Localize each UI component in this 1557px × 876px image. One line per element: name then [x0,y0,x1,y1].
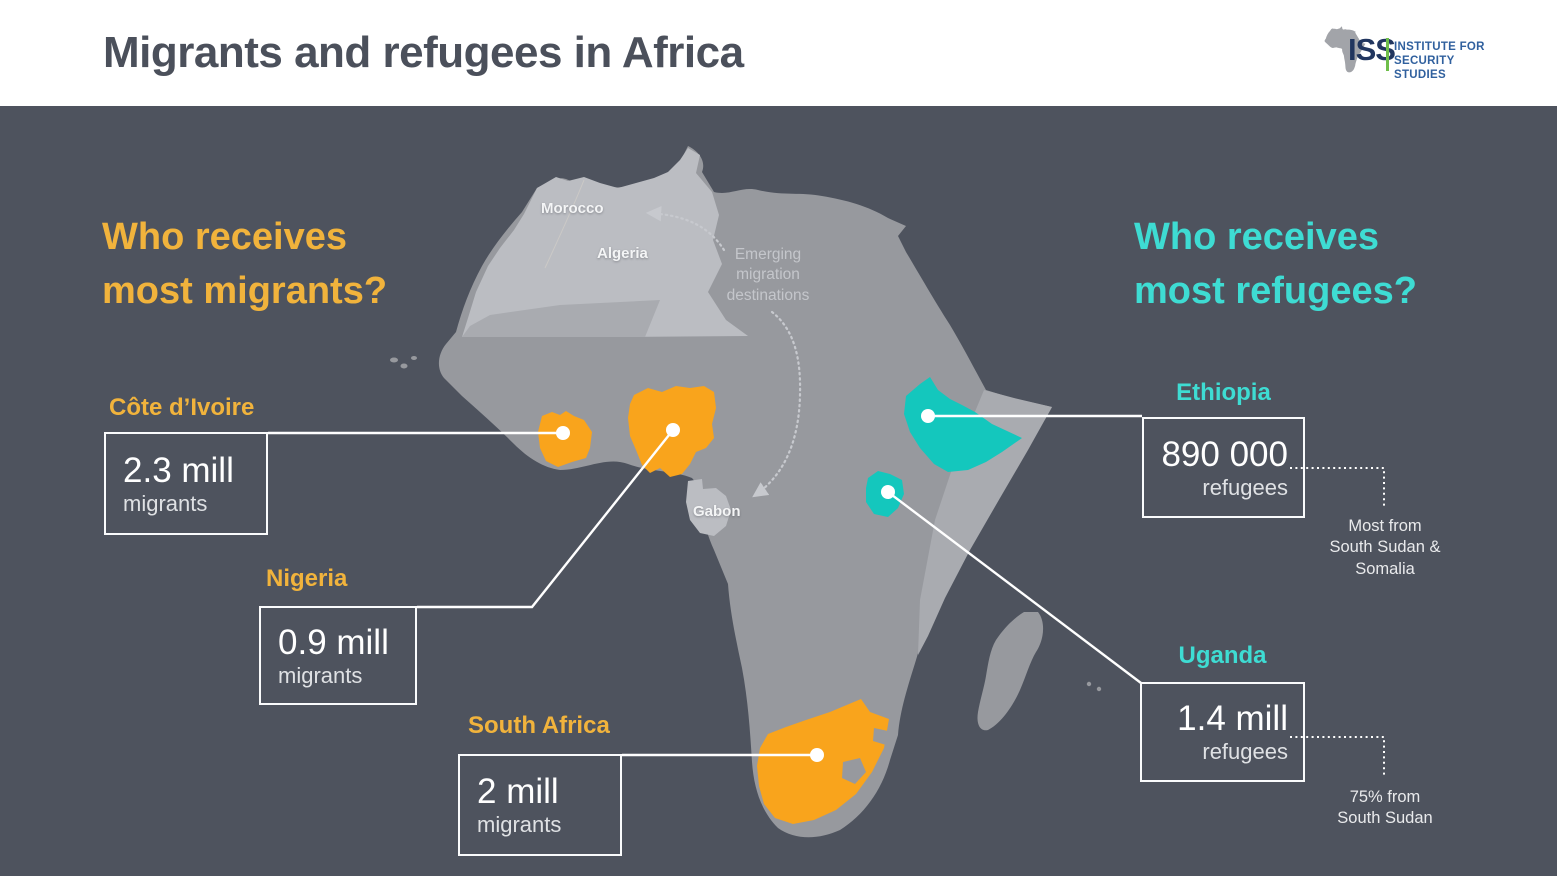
title-nigeria: Nigeria [266,565,348,592]
horn-of-africa-region [918,390,1052,655]
migration-arc-to-gabon [752,310,802,498]
note-connector-ethiopia [1290,467,1385,507]
marker-dot-nigeria [666,423,680,437]
note-ethiopia: Most from South Sudan & Somalia [1329,517,1441,578]
migration-arc-to-algeria [645,205,726,252]
callout-box-ethiopia: 890 000 refugees [1142,417,1305,518]
sahara-mid-region [462,300,660,337]
swaziland-cutout [873,728,888,745]
title-uganda: Uganda [1178,642,1267,669]
label-gabon: Gabon [693,503,741,520]
title-cote-divoire: Côte d’Ivoire [109,394,255,421]
question-migrants: Who receives most migrants? [102,216,388,312]
callout-box-nigeria: 0.9 mill migrants [259,606,417,705]
marker-dot-cote-divoire [556,426,570,440]
iss-logo: ISS INSTITUTE FOR SECURITY STUDIES [1322,22,1502,86]
marker-dot-south-africa [810,748,824,762]
callout-box-uganda: 1.4 mill refugees [1140,682,1305,782]
gabon-shape [686,479,731,536]
label-morocco: Morocco [541,200,604,217]
canary-islands [390,356,417,369]
unit-uganda: refugees [1202,739,1288,764]
south-africa-shape [757,699,889,824]
marker-dot-uganda [881,485,895,499]
unit-nigeria: migrants [278,662,363,688]
value-uganda: 1.4 mill [1177,699,1288,738]
callout-box-cote-divoire: 2.3 mill migrants [104,432,268,535]
header-bar: Migrants and refugees in Africa ISS INST… [0,0,1557,106]
marker-dot-ethiopia [921,409,935,423]
morocco-algeria-border [544,179,585,269]
comoros-islands [1086,681,1102,692]
question-refugees: Who receives most refugees? [1134,216,1417,312]
unit-south-africa: migrants [477,812,562,837]
connector-uganda [887,491,1142,684]
lesotho-cutout [842,758,866,784]
ethiopia-shape [904,377,1022,472]
value-cote-divoire: 2.3 mill [123,450,234,490]
value-south-africa: 2 mill [477,772,559,811]
label-algeria: Algeria [597,245,648,262]
connector-nigeria [417,429,674,609]
unit-ethiopia: refugees [1202,474,1288,500]
madagascar [977,612,1044,731]
callout-box-south-africa: 2 mill migrants [458,754,622,856]
title-south-africa: South Africa [468,712,610,739]
iss-logo-name: INSTITUTE FOR SECURITY STUDIES [1394,41,1485,81]
title-ethiopia: Ethiopia [1176,379,1271,406]
note-connector-uganda [1290,736,1385,777]
page-title: Migrants and refugees in Africa [103,28,744,77]
iss-logo-divider [1386,38,1389,71]
unit-cote-divoire: migrants [123,490,208,516]
value-nigeria: 0.9 mill [278,622,389,662]
emerging-destinations-note: Emerging migration destinations [726,246,810,304]
value-ethiopia: 890 000 [1161,434,1288,474]
note-uganda: 75% from South Sudan [1337,788,1433,828]
maghreb-highlight-region [462,148,748,337]
